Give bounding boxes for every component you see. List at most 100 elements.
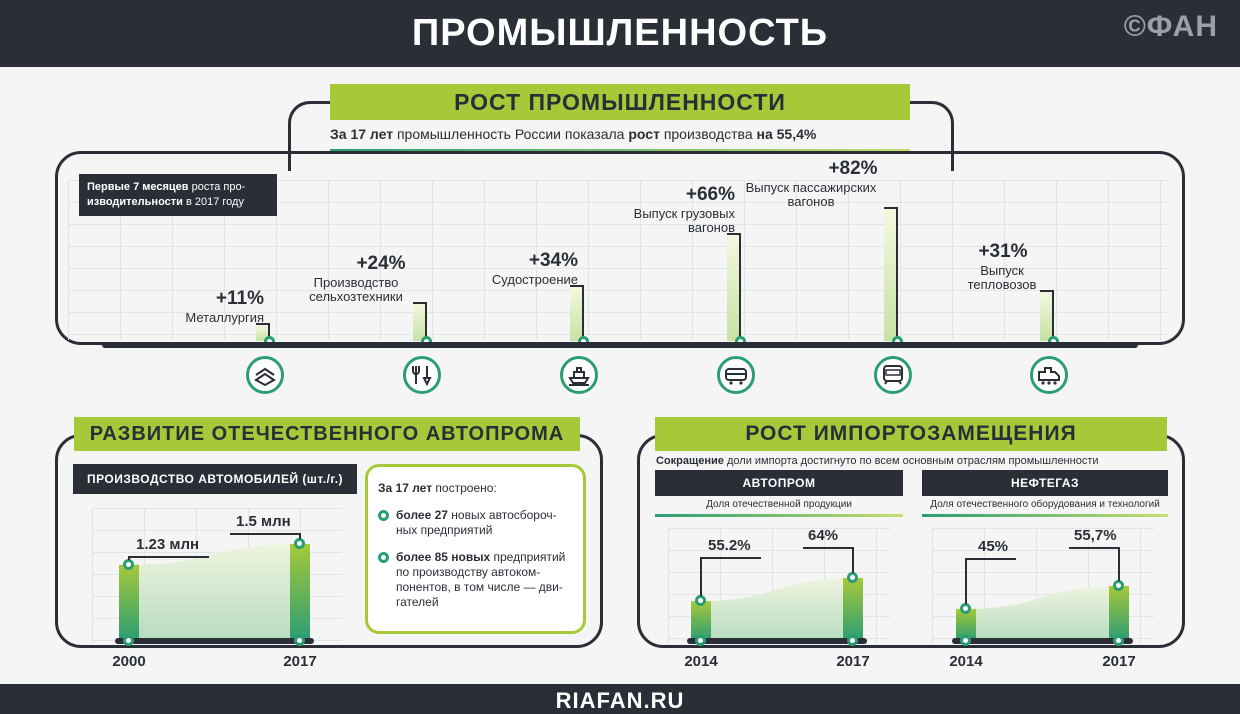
leader-line — [299, 533, 301, 539]
leader-line — [803, 547, 853, 549]
growth-category-line: Выпуск пассажирских — [745, 180, 877, 195]
year-label: 2017 — [283, 653, 317, 670]
infobox-title-text: построено: — [435, 481, 497, 495]
growth-category-line: Выпуск грузовых — [633, 206, 735, 221]
area-axis — [115, 638, 314, 644]
autoprom-infobox: За 17 лет построено: более 27 новых авто… — [365, 464, 586, 634]
bullet-icon — [378, 510, 389, 521]
growth-category-label: Выпуск тепловозов — [957, 264, 1047, 292]
item2-text: предприятий по производству автоком-поне… — [396, 550, 566, 609]
growth-category-line: сельхозтехники — [309, 289, 403, 304]
area-base-dot — [1113, 635, 1124, 646]
leader-line — [965, 558, 967, 604]
growth-category-line: тепловозов — [967, 277, 1037, 292]
year-label: 2017 — [836, 653, 870, 670]
growth-sub-c: рост — [628, 126, 660, 142]
leader-line — [1069, 547, 1119, 549]
growth-subline: За 17 лет промышленность России показала… — [330, 126, 816, 142]
growth-heading: РОСТ ПРОМЫШЛЕННОСТИ — [330, 84, 910, 120]
value-label: 55.2% — [708, 537, 751, 554]
area-base-dot — [960, 635, 971, 646]
value-label: 1.5 млн — [236, 513, 291, 530]
import-sub-text: доли импорта достигнуто по всем основным… — [727, 455, 1099, 467]
value-label: 55,7% — [1074, 527, 1117, 544]
growth-bar — [727, 233, 741, 341]
footer-bar: RIAFAN.RU — [0, 684, 1240, 714]
leader-line — [700, 557, 702, 597]
area-top-dot — [1113, 580, 1124, 591]
leader-line — [230, 533, 300, 535]
note-b: роста про- — [191, 181, 246, 193]
area-base-dot — [695, 635, 706, 646]
growth-category-label: Судостроение — [491, 272, 578, 287]
area-top-dot — [960, 602, 971, 614]
growth-category-label: Металлургия — [185, 310, 264, 325]
value-label: 1.23 млн — [136, 536, 200, 553]
import-oil-label: НЕФТЕГАЗ — [922, 470, 1168, 496]
leader-line — [1118, 547, 1120, 581]
note-c: изводительности — [87, 196, 183, 208]
item2-b: более 85 новых — [396, 550, 491, 564]
growth-category-line: вагонов — [787, 194, 835, 209]
page-title: ПРОМЫШЛЕННОСТЬ — [411, 12, 829, 54]
value-label: 64% — [808, 527, 839, 544]
growth-bar — [1040, 290, 1054, 341]
autoprom-subhead: ПРОИЗВОДСТВО АВТОМОБИЛЕЙ (шт./г.) — [73, 464, 357, 494]
item1-text: новых автосбороч-ных предприятий — [396, 508, 557, 537]
import-auto-underline — [655, 514, 903, 517]
note-a: Первые 7 месяцев — [87, 181, 189, 193]
growth-sub-a: За 17 лет — [330, 126, 394, 142]
area-top-dot — [294, 538, 305, 549]
growth-category-label: Выпуск пассажирских вагонов — [736, 181, 886, 209]
area-base-dot — [294, 635, 305, 646]
growth-note: Первые 7 месяцев роста про- изводительно… — [79, 174, 277, 216]
fan-logo: ©ФАН — [1123, 10, 1218, 43]
import-auto-label: АВТОПРОМ — [655, 470, 903, 496]
growth-subline-underline — [330, 149, 910, 152]
growth-category-label: Выпуск грузовых вагонов — [589, 207, 735, 235]
growth-category-line: Производство — [313, 275, 399, 290]
import-oil-caption: Доля отечественного оборудования и техно… — [930, 499, 1160, 510]
freight-car-icon — [717, 356, 755, 394]
leader-line — [701, 557, 761, 559]
area-base-dot — [123, 635, 134, 646]
import-oil-underline — [922, 514, 1168, 517]
growth-bar — [884, 207, 898, 341]
leader-line — [129, 556, 209, 558]
ship-icon — [560, 356, 598, 394]
leader-line — [852, 547, 854, 573]
growth-sub-e: на 55,4% — [756, 126, 817, 142]
autoprom-heading: РАЗВИТИЕ ОТЕЧЕСТВЕННОГО АВТОПРОМА — [74, 417, 580, 451]
import-auto-caption: Доля отечественной продукции — [706, 499, 852, 510]
area-top-dot — [695, 595, 706, 607]
bullet-icon — [378, 552, 389, 563]
area-axis — [687, 638, 867, 644]
header-bar: ПРОМЫШЛЕННОСТЬ ©ФАН — [0, 0, 1240, 67]
import-sub-b: Сокращение — [656, 455, 724, 467]
growth-category-line: вагонов — [688, 220, 735, 235]
autoprom-grid — [92, 508, 342, 644]
steel-beam-icon — [246, 356, 284, 394]
passenger-car-icon — [874, 356, 912, 394]
growth-pct-label: +24% — [356, 253, 406, 274]
farm-tools-icon — [403, 356, 441, 394]
area-axis — [952, 638, 1133, 644]
area-top-dot — [123, 558, 134, 570]
growth-pct-label: +11% — [215, 288, 264, 309]
year-label: 2017 — [1102, 653, 1136, 670]
infobox-title-b: За 17 лет — [378, 481, 433, 495]
value-label: 45% — [978, 538, 1009, 555]
note-d: в 2017 году — [185, 196, 244, 208]
year-label: 2014 — [949, 653, 983, 670]
locomotive-icon — [1030, 356, 1068, 394]
infobox-item: более 85 новых предприятий по производст… — [378, 550, 573, 610]
growth-axis — [102, 342, 1138, 348]
site-link[interactable]: RIAFAN.RU — [555, 688, 685, 713]
growth-pct-label: +34% — [528, 250, 578, 271]
growth-sub-b: промышленность России показала — [396, 126, 625, 142]
growth-pct-label: +66% — [685, 184, 735, 205]
area-base-dot — [847, 635, 858, 646]
year-label: 2014 — [684, 653, 718, 670]
growth-category-line: Выпуск — [980, 263, 1024, 278]
infobox-title: За 17 лет построено: — [378, 481, 573, 496]
